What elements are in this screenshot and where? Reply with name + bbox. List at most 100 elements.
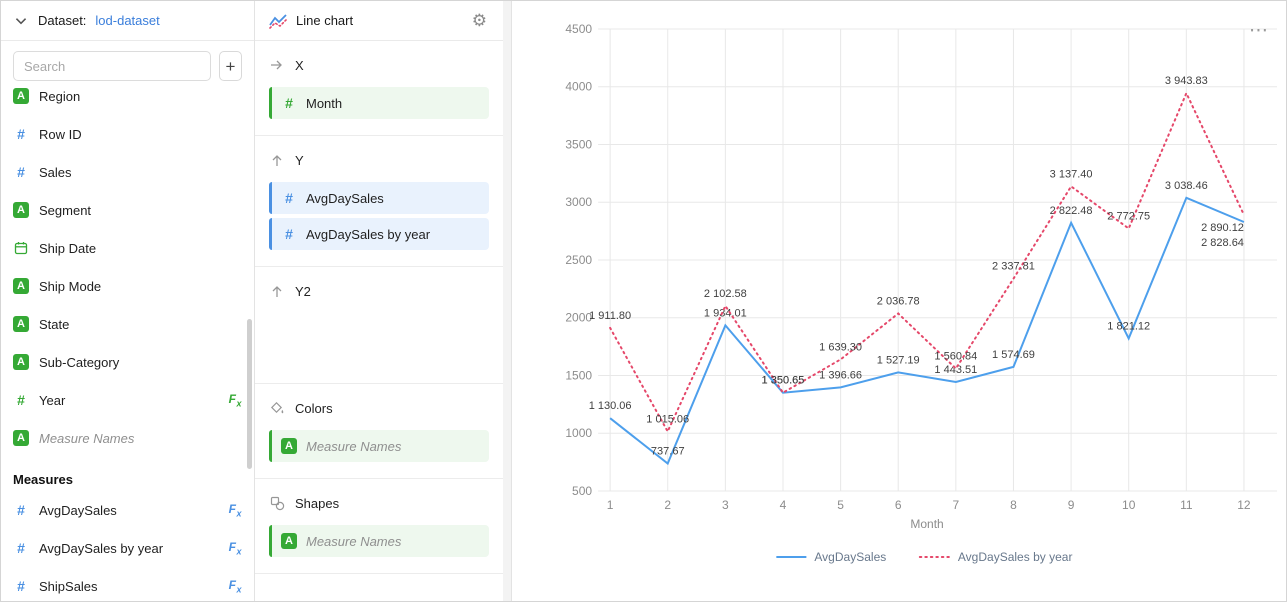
chip-label: Measure Names [306, 438, 402, 454]
field-row-measure-names[interactable]: A Measure Names [1, 419, 254, 457]
field-label: Sub-Category [39, 354, 120, 370]
chip-label: AvgDaySales by year [306, 226, 431, 242]
svg-text:4: 4 [780, 498, 787, 512]
series-line-avgdaysales-by-year [609, 90, 1245, 434]
string-field-icon: A [281, 533, 297, 549]
middle-panel-scroll-track [503, 1, 511, 601]
field-label: Sales [39, 164, 72, 180]
svg-text:2 772.75: 2 772.75 [1107, 211, 1150, 223]
svg-text:1 396.66: 1 396.66 [819, 369, 862, 381]
dataset-name-link[interactable]: lod-dataset [95, 13, 160, 28]
field-row-state[interactable]: A State [1, 305, 254, 343]
svg-text:1 350.65: 1 350.65 [762, 375, 805, 387]
svg-text:2: 2 [664, 498, 671, 512]
axis-y2-icon [272, 286, 282, 297]
chip-label: Month [306, 95, 343, 111]
svg-text:2 102.58: 2 102.58 [704, 288, 747, 300]
svg-text:10: 10 [1122, 498, 1136, 512]
dataset-panel-header: Dataset: lod-dataset [1, 1, 254, 41]
add-field-button[interactable]: + [219, 51, 242, 81]
field-label: State [39, 316, 70, 332]
svg-text:1 639.30: 1 639.30 [819, 341, 862, 353]
svg-text:AvgDaySales by year: AvgDaySales by year [958, 550, 1073, 564]
search-row: + [1, 41, 254, 89]
measures-section-header: Measures [13, 472, 73, 487]
chip-label: AvgDaySales [306, 190, 384, 206]
section-x-head: X [269, 53, 489, 77]
field-row-sub-category[interactable]: A Sub-Category [1, 343, 254, 381]
svg-text:3500: 3500 [565, 138, 592, 152]
svg-text:3 943.83: 3 943.83 [1165, 75, 1208, 87]
data-labels: 1 130.06 737.67 1 934.01 1 350.65 1 396.66 1 … [589, 180, 1244, 458]
field-chip-colors-measure-names[interactable]: A Measure Names [269, 430, 489, 462]
section-label: Colors [295, 400, 333, 416]
svg-text:1500: 1500 [565, 369, 592, 383]
formula-icon: Fx [228, 391, 242, 409]
section-label: Shapes [295, 495, 340, 511]
number-field-icon: # [17, 540, 25, 556]
legend-item[interactable]: AvgDaySales by year [918, 550, 1073, 564]
section-y: Y # AvgDaySales # AvgDaySales by year [255, 136, 511, 267]
field-label: Year [39, 392, 66, 408]
field-label: Ship Mode [39, 278, 102, 294]
field-label: Row ID [39, 126, 82, 142]
field-chip-avgdaysales[interactable]: # AvgDaySales [269, 182, 489, 214]
field-label: Segment [39, 202, 92, 218]
svg-text:3 137.40: 3 137.40 [1050, 168, 1093, 180]
date-field-icon [14, 242, 28, 255]
chart-type-title: Line chart [296, 13, 354, 28]
series-line-avgdaysales [609, 196, 1245, 466]
field-label: ShipSales [39, 578, 98, 594]
field-row-ship-mode[interactable]: A Ship Mode [1, 267, 254, 305]
chart-menu-button[interactable]: ⋯ [1249, 20, 1270, 41]
svg-text:4500: 4500 [565, 22, 592, 36]
chevron-down-icon[interactable] [13, 13, 29, 29]
string-field-icon: A [13, 202, 29, 218]
svg-text:1 015.06: 1 015.06 [646, 414, 689, 426]
section-y2-head: Y2 [269, 279, 489, 303]
legend-item[interactable]: AvgDaySales [776, 550, 886, 564]
field-row-region[interactable]: A Region [1, 77, 254, 115]
svg-text:1 934.01: 1 934.01 [704, 307, 747, 319]
field-row-row-id[interactable]: # Row ID [1, 115, 254, 153]
field-label: AvgDaySales [39, 502, 117, 518]
chart-area: ⋯ 500 1000 1500 2000 2500 3000 3500 4000 4500 1 2 3… [512, 1, 1286, 601]
search-input[interactable] [13, 51, 211, 81]
number-field-icon: # [17, 164, 25, 180]
svg-text:1 443.51: 1 443.51 [934, 364, 977, 376]
section-colors-head: Colors [269, 396, 489, 420]
field-row-avgdaysales[interactable]: # AvgDaySales Fx [1, 491, 254, 529]
dataset-field-list: A Region # Row ID # Sales A Segment [1, 77, 254, 601]
colors-icon [270, 401, 284, 414]
svg-text:1 527.19: 1 527.19 [877, 354, 920, 366]
svg-text:737.67: 737.67 [651, 446, 685, 458]
svg-text:3000: 3000 [565, 195, 592, 209]
section-colors: Colors A Measure Names [255, 384, 511, 479]
field-row-shipsales[interactable]: # ShipSales Fx [1, 567, 254, 601]
svg-text:2 890.12: 2 890.12 [1201, 222, 1244, 234]
string-field-icon: A [13, 88, 29, 104]
shapes-icon [270, 496, 285, 511]
field-chip-shapes-measure-names[interactable]: A Measure Names [269, 525, 489, 557]
field-chip-avgdaysales-by-year[interactable]: # AvgDaySales by year [269, 218, 489, 250]
field-row-avgdaysales-by-year[interactable]: # AvgDaySales by year Fx [1, 529, 254, 567]
number-field-icon: # [285, 226, 293, 242]
field-row-ship-date[interactable]: Ship Date [1, 229, 254, 267]
svg-text:2 337.81: 2 337.81 [992, 261, 1035, 273]
string-field-icon: A [13, 316, 29, 332]
field-row-year[interactable]: # Year Fx [1, 381, 254, 419]
left-panel-scrollbar[interactable] [247, 319, 252, 469]
field-chip-month[interactable]: # Month [269, 87, 489, 119]
svg-text:1: 1 [607, 498, 614, 512]
svg-text:6: 6 [895, 498, 902, 512]
settings-gear-icon[interactable]: ⚙ [471, 10, 487, 30]
dataset-panel: Dataset: lod-dataset + A Region # Row ID… [1, 1, 255, 601]
formula-icon: Fx [228, 539, 242, 557]
line-chart-type-icon[interactable] [269, 12, 287, 30]
svg-text:3 038.46: 3 038.46 [1165, 180, 1208, 192]
formula-icon: Fx [228, 577, 242, 595]
field-row-segment[interactable]: A Segment [1, 191, 254, 229]
svg-text:1 821.12: 1 821.12 [1107, 320, 1150, 332]
field-row-sales[interactable]: # Sales [1, 153, 254, 191]
svg-text:2500: 2500 [565, 253, 592, 267]
